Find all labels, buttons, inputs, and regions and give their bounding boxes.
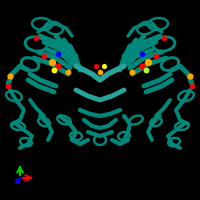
Point xyxy=(102,64,106,68)
Point xyxy=(8,74,12,78)
Point xyxy=(56,64,60,68)
Point xyxy=(162,36,166,40)
Point xyxy=(94,64,98,68)
Point xyxy=(146,60,150,64)
Point xyxy=(66,70,70,74)
Point xyxy=(34,36,38,40)
Point xyxy=(98,70,102,74)
Point xyxy=(144,68,148,72)
Point xyxy=(6,84,10,88)
Point xyxy=(130,70,134,74)
Point xyxy=(52,68,56,72)
Point xyxy=(15,179,19,183)
Point xyxy=(188,74,192,78)
Point xyxy=(190,84,194,88)
Point xyxy=(154,54,158,58)
Point xyxy=(140,52,144,56)
Point xyxy=(56,52,60,56)
Point xyxy=(42,54,46,58)
Point xyxy=(140,64,144,68)
Point xyxy=(50,60,54,64)
